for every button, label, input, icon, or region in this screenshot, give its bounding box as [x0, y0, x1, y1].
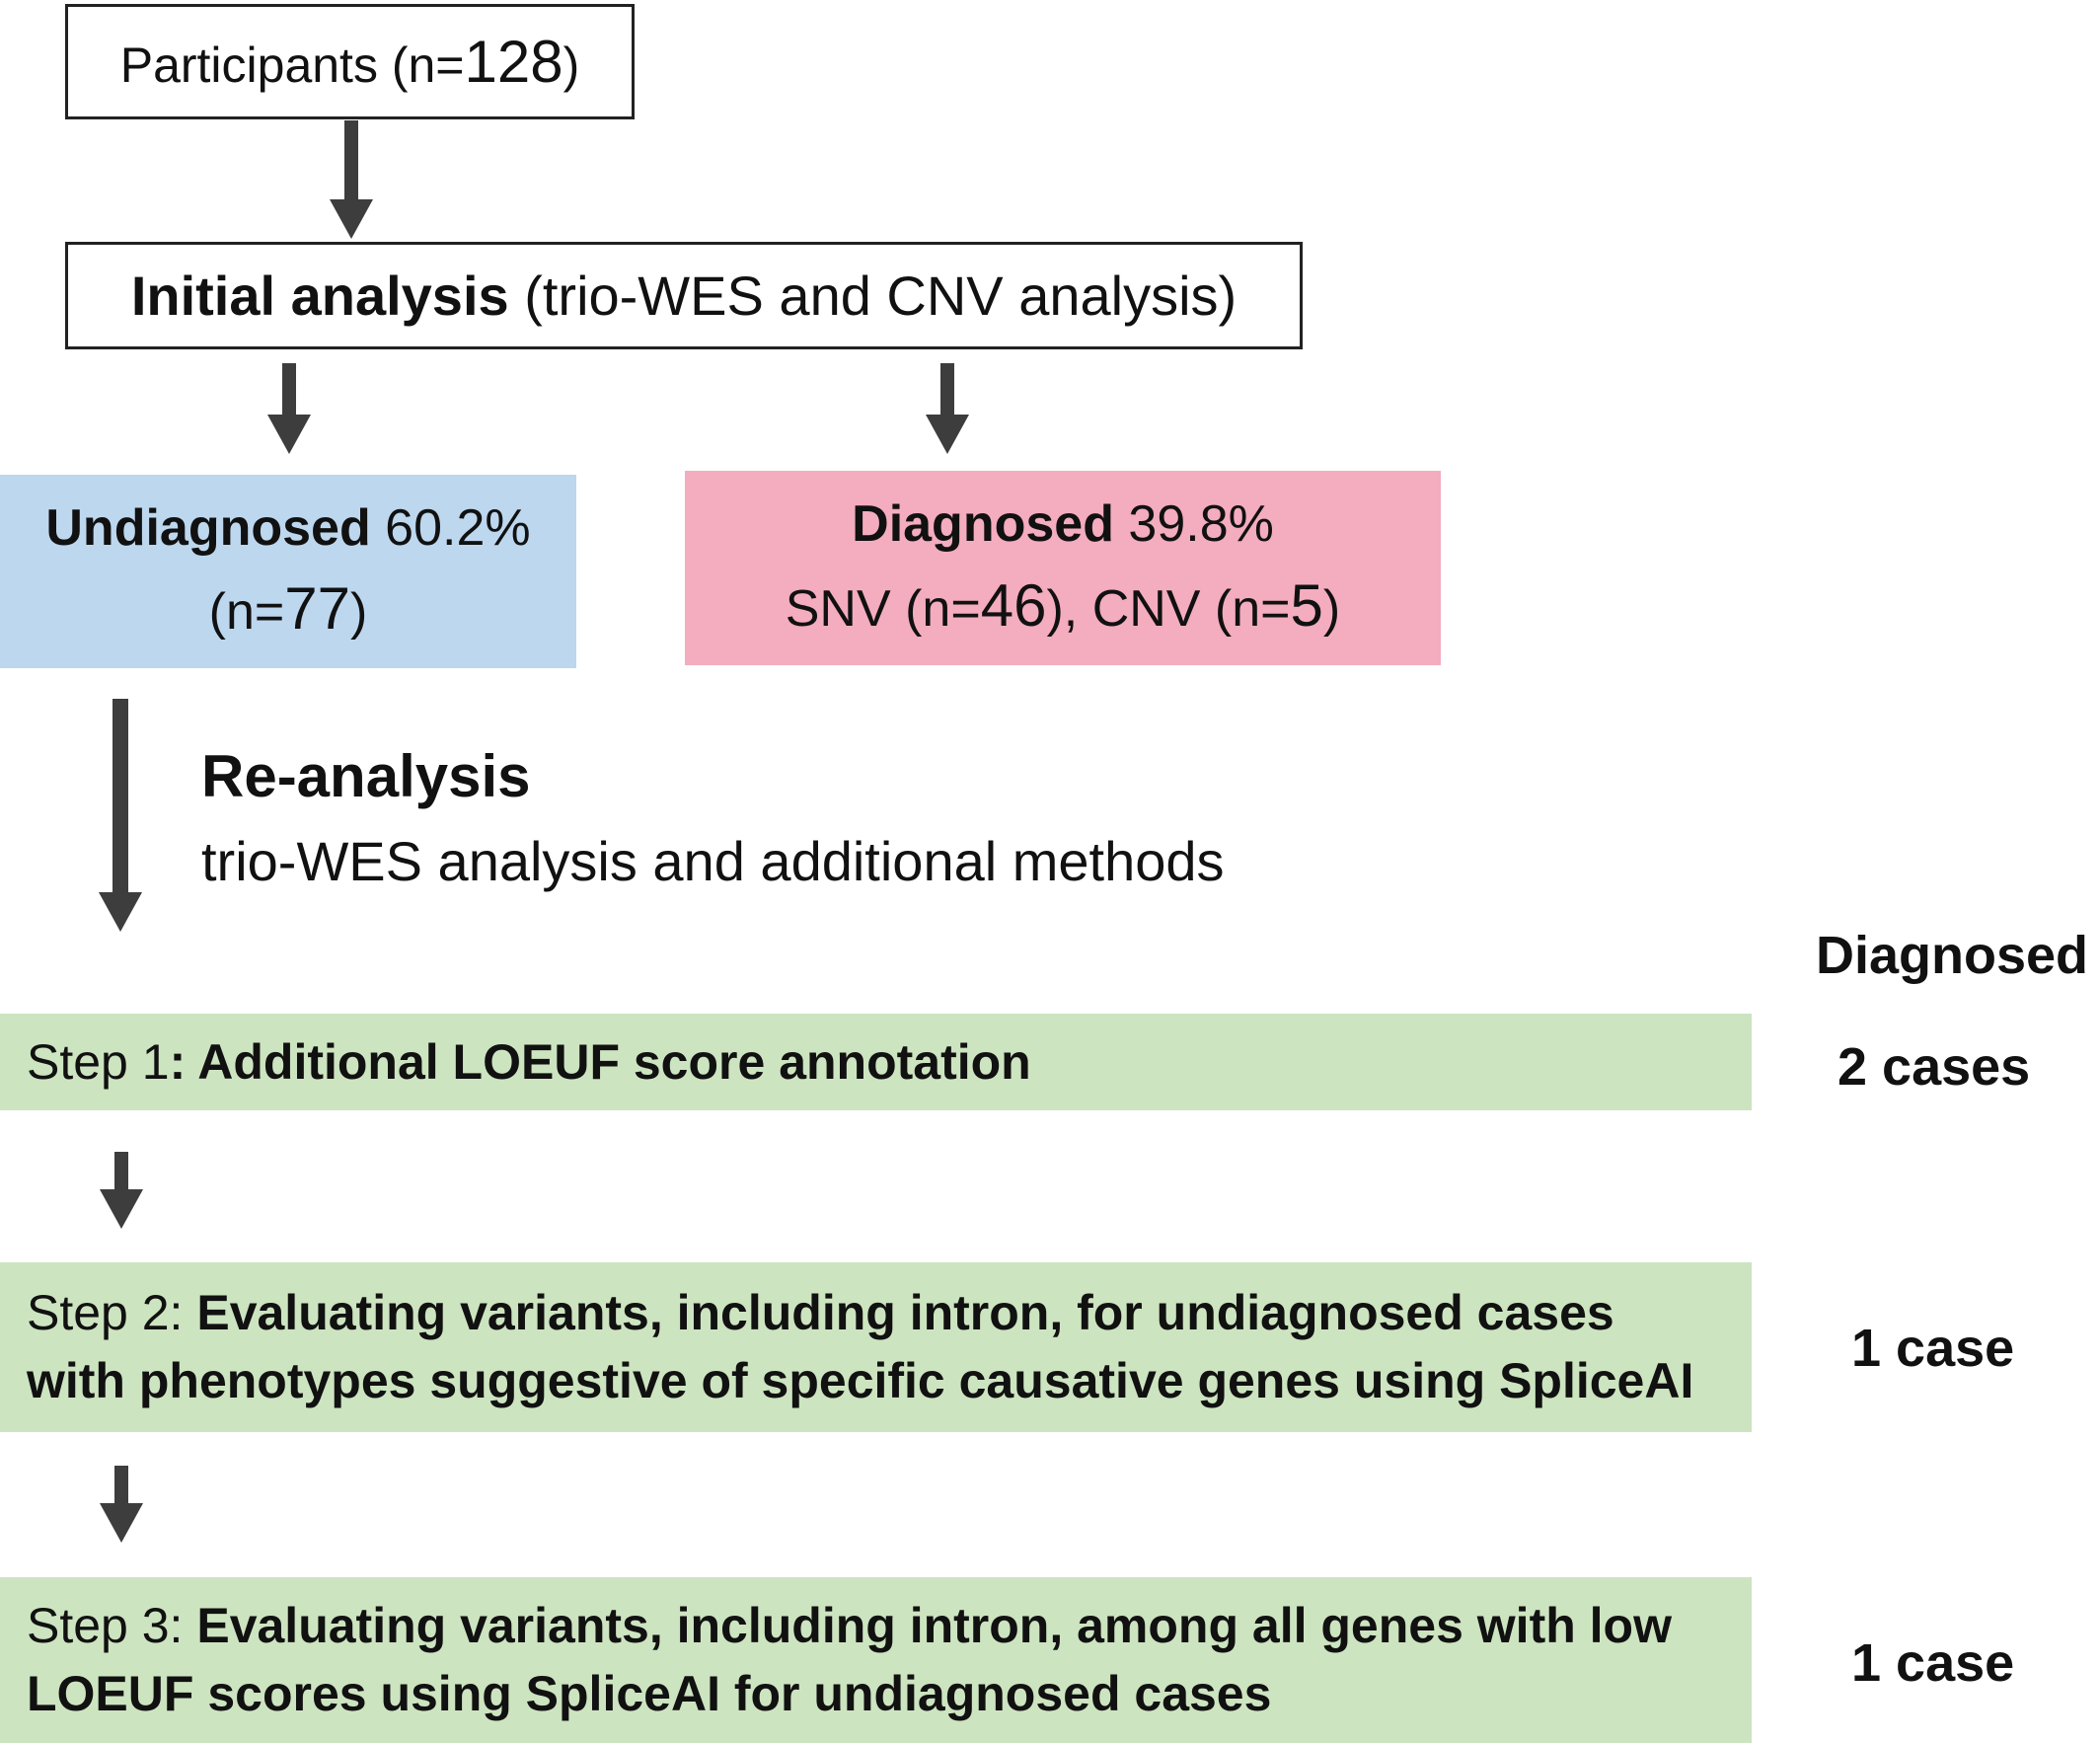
diagnosed-box: Diagnosed 39.8% SNV (n=46), CNV (n=5) [685, 471, 1441, 665]
diagnosed-column-header: Diagnosed [1816, 926, 2089, 985]
arrow-step1-to-step2 [100, 1152, 143, 1229]
step-2-text-line2: with phenotypes suggestive of specific c… [27, 1353, 1694, 1408]
step-2-result: 1 case [1851, 1319, 2015, 1378]
step-2-box: Step 2: Evaluating variants, including i… [0, 1262, 1752, 1432]
arrow-to-diagnosed [926, 363, 969, 454]
undiagnosed-box: Undiagnosed 60.2% (n=77) [0, 475, 576, 668]
step-1-prefix: Step 1 [27, 1034, 170, 1090]
step-1-box: Step 1: Additional LOEUF score annotatio… [0, 1014, 1752, 1110]
arrow-reanalysis [99, 699, 142, 932]
step-2-text-line1: Evaluating variants, including intron, f… [196, 1285, 1614, 1340]
initial-analysis-box: Initial analysis (trio-WES and CNV analy… [65, 242, 1303, 349]
step-3-result: 1 case [1851, 1633, 2015, 1693]
arrow-step2-to-step3 [100, 1466, 143, 1543]
step-1-result: 2 cases [1838, 1037, 2031, 1097]
initial-analysis-title: Initial analysis [130, 265, 509, 327]
participants-count: 128 [464, 29, 563, 95]
step-3-text-line1: Evaluating variants, including intron, a… [196, 1598, 1672, 1653]
diagnosed-percent: 39.8% [1113, 495, 1274, 554]
participants-label: Participants (n=128) [119, 29, 580, 95]
step-3-text-line2: LOEUF scores using SpliceAI for undiagno… [27, 1666, 1272, 1721]
undiagnosed-percent: 60.2% [370, 498, 531, 557]
participants-box: Participants (n=128) [65, 4, 635, 119]
arrow-participants-to-initial [330, 120, 373, 239]
reanalysis-title: Re-analysis [201, 743, 531, 809]
initial-analysis-detail: (trio-WES and CNV analysis) [508, 265, 1238, 327]
diagnosed-label: Diagnosed [852, 495, 1114, 554]
diagnosed-breakdown: SNV (n=46), CNV (n=5) [785, 571, 1341, 639]
step-3-box: Step 3: Evaluating variants, including i… [0, 1577, 1752, 1743]
undiagnosed-count: (n=77) [208, 575, 368, 643]
step-1-text: : Additional LOEUF score annotation [169, 1034, 1031, 1090]
undiagnosed-label: Undiagnosed [45, 498, 371, 557]
step-3-prefix: Step 3: [27, 1598, 197, 1653]
step-2-prefix: Step 2: [27, 1285, 197, 1340]
reanalysis-subtitle: trio-WES analysis and additional methods [201, 830, 1225, 892]
arrow-to-undiagnosed [267, 363, 311, 454]
